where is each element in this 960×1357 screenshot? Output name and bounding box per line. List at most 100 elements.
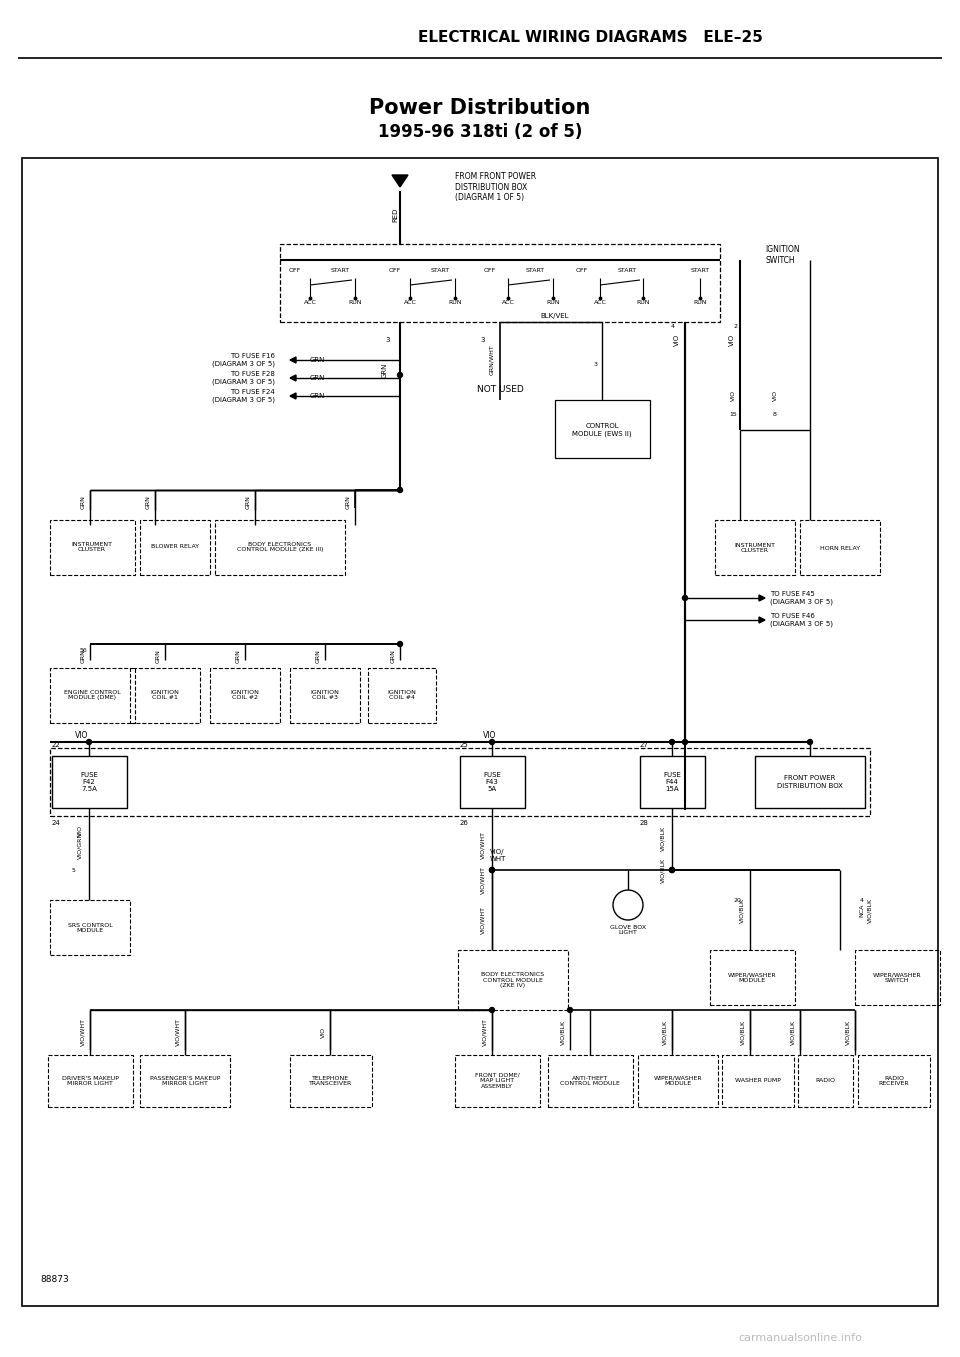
Bar [640, 756, 705, 807]
Polygon shape [392, 175, 408, 187]
Bar [290, 668, 360, 723]
Text: START: START [330, 267, 349, 273]
Bar [50, 748, 870, 816]
Text: ACC: ACC [403, 300, 417, 304]
Circle shape [669, 740, 675, 745]
Bar [368, 668, 436, 723]
Text: FUSE
F43
5A: FUSE F43 5A [483, 772, 501, 792]
Bar [210, 668, 280, 723]
Text: FUSE
F44
15A: FUSE F44 15A [663, 772, 681, 792]
Text: 22: 22 [52, 742, 60, 748]
Text: GRN: GRN [382, 362, 388, 377]
Text: 25: 25 [460, 742, 468, 748]
Text: BLK/VEL: BLK/VEL [540, 313, 569, 319]
Bar [215, 520, 345, 575]
Text: VIO/WHT: VIO/WHT [481, 906, 486, 934]
Text: START: START [430, 267, 449, 273]
Text: GLOVE BOX
LIGHT: GLOVE BOX LIGHT [610, 924, 646, 935]
Circle shape [490, 867, 494, 873]
Bar [455, 1054, 540, 1107]
Text: FROM FRONT POWER
DISTRIBUTION BOX
(DIAGRAM 1 OF 5): FROM FRONT POWER DISTRIBUTION BOX (DIAGR… [455, 172, 536, 202]
Text: GRN: GRN [156, 649, 160, 664]
Text: IGNITION
COIL #4: IGNITION COIL #4 [388, 689, 417, 700]
Text: GRN: GRN [246, 495, 251, 509]
Bar [52, 756, 127, 807]
Text: GRN: GRN [81, 495, 85, 509]
Text: SRS CONTROL
MODULE: SRS CONTROL MODULE [67, 923, 112, 934]
Text: VIO: VIO [773, 389, 778, 400]
Text: GRN/WHT: GRN/WHT [490, 345, 494, 376]
Text: 8: 8 [773, 413, 777, 418]
Text: VIO/BLK: VIO/BLK [660, 825, 665, 851]
Text: WIPER/WASHER
MODULE: WIPER/WASHER MODULE [654, 1076, 703, 1087]
Text: START: START [525, 267, 544, 273]
Text: 4: 4 [671, 324, 675, 330]
Text: VIO/BLK: VIO/BLK [739, 897, 745, 923]
Text: BLOWER RELAY: BLOWER RELAY [151, 544, 199, 550]
Text: TO FUSE F46
(DIAGRAM 3 OF 5): TO FUSE F46 (DIAGRAM 3 OF 5) [770, 613, 833, 627]
Text: ENGINE CONTROL
MODULE (DME): ENGINE CONTROL MODULE (DME) [63, 689, 120, 700]
Text: PASSENGER'S MAKEUP
MIRROR LIGHT: PASSENGER'S MAKEUP MIRROR LIGHT [150, 1076, 220, 1087]
Text: NCA: NCA [859, 904, 865, 917]
Text: WIPER/WASHER
SWITCH: WIPER/WASHER SWITCH [873, 973, 922, 984]
Text: HORN RELAY: HORN RELAY [820, 546, 860, 551]
Text: 56: 56 [79, 647, 86, 653]
Text: 3: 3 [386, 337, 390, 343]
Text: carmanualsonline.info: carmanualsonline.info [738, 1333, 862, 1343]
Text: GRN: GRN [146, 495, 151, 509]
Circle shape [567, 1007, 572, 1012]
Text: OFF: OFF [389, 267, 401, 273]
Circle shape [397, 373, 402, 377]
Text: ACC: ACC [593, 300, 607, 304]
Text: 3: 3 [594, 362, 598, 368]
Text: RADIO: RADIO [815, 1079, 835, 1083]
Text: 28: 28 [640, 820, 649, 826]
Text: VIO/WHT: VIO/WHT [81, 1018, 85, 1046]
Text: 3: 3 [481, 337, 485, 343]
Text: ACC: ACC [303, 300, 317, 304]
Text: IGNITION
COIL #1: IGNITION COIL #1 [151, 689, 180, 700]
Bar [280, 244, 720, 322]
Text: RUN: RUN [693, 300, 707, 304]
Bar [722, 1054, 794, 1107]
Circle shape [397, 487, 402, 493]
Circle shape [669, 867, 675, 873]
Text: ACC: ACC [501, 300, 515, 304]
Text: IGNITION
SWITCH: IGNITION SWITCH [765, 246, 800, 265]
Bar [460, 756, 525, 807]
Text: BODY ELECTRONICS
CONTROL MODULE (ZKE III): BODY ELECTRONICS CONTROL MODULE (ZKE III… [237, 541, 324, 552]
Text: FRONT DOME/
MAP LIGHT
ASSEMBLY: FRONT DOME/ MAP LIGHT ASSEMBLY [474, 1072, 519, 1090]
Text: OFF: OFF [576, 267, 588, 273]
Text: VIO: VIO [321, 1026, 325, 1038]
Bar [715, 520, 795, 575]
Text: RUN: RUN [636, 300, 650, 304]
Text: VIO/WHT: VIO/WHT [483, 1018, 488, 1046]
Text: VIO/BLK: VIO/BLK [660, 858, 665, 882]
Text: VIO: VIO [674, 334, 680, 346]
Text: 26: 26 [460, 820, 468, 826]
Text: VIO/BLK: VIO/BLK [662, 1019, 667, 1045]
Text: TELEPHONE
TRANSCEIVER: TELEPHONE TRANSCEIVER [309, 1076, 352, 1087]
Bar [48, 1054, 133, 1107]
Text: NOT USED: NOT USED [476, 385, 523, 395]
Text: VIO: VIO [731, 389, 735, 400]
Text: TO FUSE F24
(DIAGRAM 3 OF 5): TO FUSE F24 (DIAGRAM 3 OF 5) [212, 389, 275, 403]
Text: VIO/BLK: VIO/BLK [790, 1019, 796, 1045]
Text: RUN: RUN [348, 300, 362, 304]
Text: TO FUSE F16
(DIAGRAM 3 OF 5): TO FUSE F16 (DIAGRAM 3 OF 5) [212, 353, 275, 366]
Bar [710, 950, 795, 1006]
Text: VIO/GRN: VIO/GRN [78, 832, 83, 859]
Text: VIO/WHT: VIO/WHT [176, 1018, 180, 1046]
Circle shape [397, 642, 402, 646]
Circle shape [490, 740, 494, 745]
Text: VIO/WHT: VIO/WHT [481, 830, 486, 859]
Circle shape [683, 596, 687, 601]
Text: GRN: GRN [310, 375, 325, 381]
Text: RUN: RUN [448, 300, 462, 304]
Text: WASHER PUMP: WASHER PUMP [735, 1079, 780, 1083]
Text: 5: 5 [71, 867, 75, 873]
Bar [755, 756, 865, 807]
Bar [555, 400, 650, 459]
Bar [855, 950, 940, 1006]
Text: GRN: GRN [391, 649, 396, 664]
